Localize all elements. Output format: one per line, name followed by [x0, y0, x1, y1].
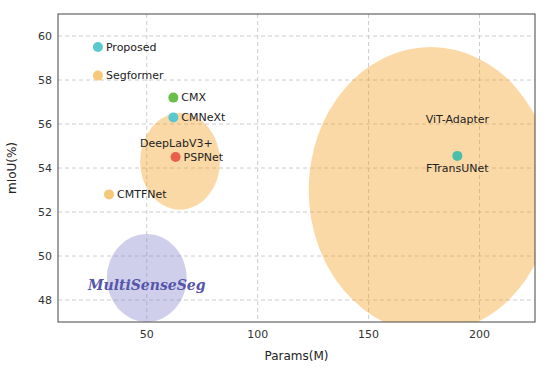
- grid-line: [58, 36, 535, 37]
- y-tick-label: 54: [38, 162, 52, 175]
- y-tick-label: 56: [38, 118, 52, 131]
- plot-frame: [58, 14, 535, 322]
- point: [168, 112, 178, 122]
- x-tick-label: 100: [247, 328, 268, 341]
- y-tick-label: 58: [38, 74, 52, 87]
- x-tick-label: 200: [469, 328, 490, 341]
- point: [168, 93, 178, 103]
- chart: Proposed Segformer CMX CMNeXt PSPNet CMTFNet F…: [0, 0, 550, 368]
- point: [93, 42, 103, 52]
- annotation: MultiSenseSeg: [87, 277, 206, 293]
- x-tick-label: 50: [140, 328, 154, 341]
- point-label: CMTFNet: [117, 188, 167, 201]
- point-label: CMNeXt: [181, 111, 226, 124]
- labels: Proposed Segformer CMX CMNeXt PSPNet CMTFNet F…: [87, 41, 490, 293]
- point: [171, 152, 181, 162]
- point: [104, 189, 114, 199]
- y-tick-label: 52: [38, 206, 52, 219]
- annotation: ViT-Adapter: [426, 113, 490, 126]
- y-tick-label: 50: [38, 250, 52, 263]
- axes: 50 100 150 200 48 50 52 54 56 58 60 Params(M) mIoU(%…: [5, 30, 490, 364]
- point: [452, 151, 462, 161]
- annotation: DeepLabV3+: [140, 137, 213, 150]
- y-tick-label: 60: [38, 30, 52, 43]
- point-label: CMX: [181, 91, 206, 104]
- point-label: PSPNet: [184, 151, 224, 164]
- y-axis-label: mIoU(%): [5, 142, 19, 194]
- y-tick-label: 48: [38, 294, 52, 307]
- x-axis-label: Params(M): [265, 349, 329, 363]
- x-tick-label: 150: [358, 328, 379, 341]
- highlight-region: [309, 47, 535, 322]
- point: [93, 71, 103, 81]
- point-label: Proposed: [106, 41, 157, 54]
- point-label: FTransUNet: [426, 162, 489, 175]
- point-label: Segformer: [106, 69, 164, 82]
